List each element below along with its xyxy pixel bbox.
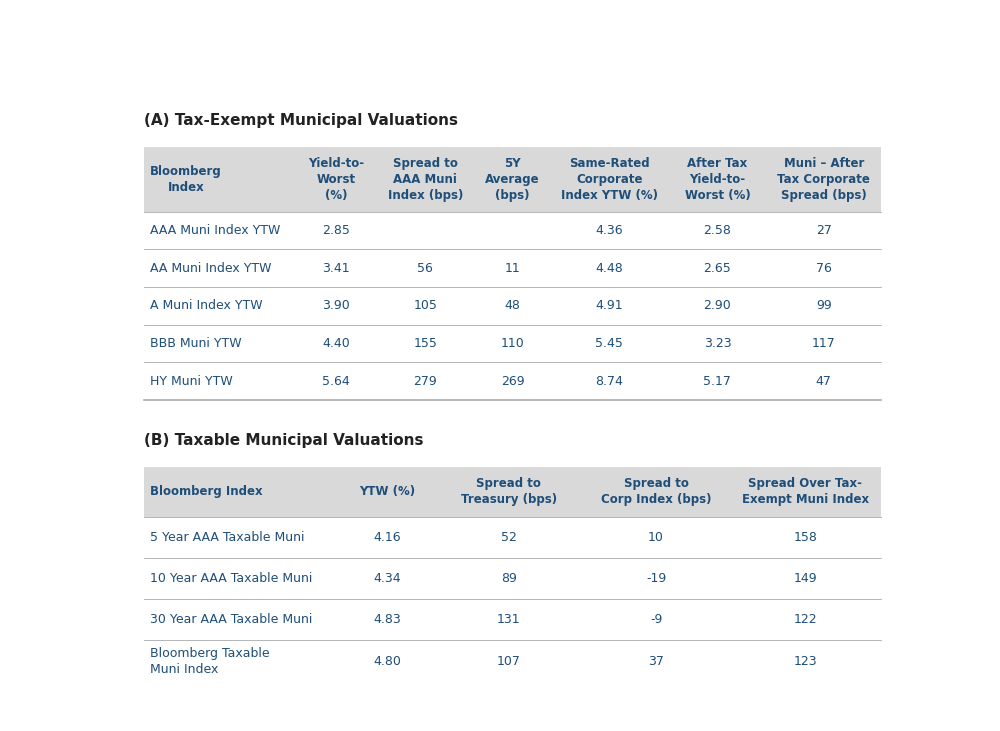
Text: 3.23: 3.23 [704, 337, 731, 350]
Text: AAA Muni Index YTW: AAA Muni Index YTW [150, 224, 281, 237]
Text: BBB Muni YTW: BBB Muni YTW [150, 337, 242, 350]
Text: Bloomberg Index: Bloomberg Index [150, 485, 263, 499]
Text: 2.85: 2.85 [322, 224, 350, 237]
Text: 30 Year AAA Taxable Muni: 30 Year AAA Taxable Muni [150, 613, 313, 626]
FancyBboxPatch shape [144, 466, 881, 518]
Text: 52: 52 [501, 531, 517, 545]
Text: 2.90: 2.90 [704, 299, 731, 312]
Text: AA Muni Index YTW: AA Muni Index YTW [150, 262, 272, 275]
Text: 2.58: 2.58 [703, 224, 731, 237]
Text: After Tax
Yield-to-
Worst (%): After Tax Yield-to- Worst (%) [685, 156, 750, 202]
Text: Muni – After
Tax Corporate
Spread (bps): Muni – After Tax Corporate Spread (bps) [777, 156, 870, 202]
Text: (A) Tax-Exempt Municipal Valuations: (A) Tax-Exempt Municipal Valuations [144, 113, 458, 128]
Text: YTW (%): YTW (%) [359, 485, 415, 499]
Text: Spread to
Treasury (bps): Spread to Treasury (bps) [461, 477, 557, 507]
Text: 4.83: 4.83 [373, 613, 401, 626]
Text: 4.48: 4.48 [595, 262, 623, 275]
Text: 76: 76 [816, 262, 832, 275]
Text: 99: 99 [816, 299, 832, 312]
Text: 4.40: 4.40 [322, 337, 350, 350]
Text: 4.80: 4.80 [373, 654, 401, 667]
Text: 4.36: 4.36 [595, 224, 623, 237]
Text: Yield-to-
Worst
(%): Yield-to- Worst (%) [308, 156, 364, 202]
Text: 107: 107 [497, 654, 521, 667]
Text: 5 Year AAA Taxable Muni: 5 Year AAA Taxable Muni [150, 531, 305, 545]
Text: 47: 47 [816, 375, 832, 387]
Text: 122: 122 [793, 613, 817, 626]
Text: 56: 56 [417, 262, 433, 275]
Text: 279: 279 [413, 375, 437, 387]
Text: Spread Over Tax-
Exempt Muni Index: Spread Over Tax- Exempt Muni Index [742, 477, 869, 507]
Text: HY Muni YTW: HY Muni YTW [150, 375, 233, 387]
Text: 3.41: 3.41 [322, 262, 350, 275]
Text: 158: 158 [793, 531, 817, 545]
Text: A Muni Index YTW: A Muni Index YTW [150, 299, 263, 312]
Text: 48: 48 [505, 299, 520, 312]
Text: -19: -19 [646, 572, 666, 586]
Text: Bloomberg Taxable
Muni Index: Bloomberg Taxable Muni Index [150, 646, 270, 675]
Text: 131: 131 [497, 613, 521, 626]
Text: 10: 10 [648, 531, 664, 545]
Text: -9: -9 [650, 613, 662, 626]
Text: 4.34: 4.34 [374, 572, 401, 586]
Text: 123: 123 [793, 654, 817, 667]
Text: 11: 11 [505, 262, 520, 275]
Text: 117: 117 [812, 337, 836, 350]
Text: Same-Rated
Corporate
Index YTW (%): Same-Rated Corporate Index YTW (%) [561, 156, 658, 202]
Text: 5.64: 5.64 [322, 375, 350, 387]
Text: 4.91: 4.91 [595, 299, 623, 312]
Text: 2.65: 2.65 [704, 262, 731, 275]
Text: 10 Year AAA Taxable Muni: 10 Year AAA Taxable Muni [150, 572, 313, 586]
Text: Spread to
Corp Index (bps): Spread to Corp Index (bps) [601, 477, 711, 507]
Text: 5.17: 5.17 [703, 375, 731, 387]
Text: Bloomberg
Index: Bloomberg Index [150, 164, 222, 194]
Text: 149: 149 [793, 572, 817, 586]
Text: 5Y
Average
(bps): 5Y Average (bps) [485, 156, 540, 202]
Text: 8.74: 8.74 [595, 375, 623, 387]
Text: 89: 89 [501, 572, 517, 586]
Text: 37: 37 [648, 654, 664, 667]
Text: 105: 105 [413, 299, 437, 312]
Text: 27: 27 [816, 224, 832, 237]
Text: 5.45: 5.45 [595, 337, 623, 350]
Text: 155: 155 [413, 337, 437, 350]
Text: 110: 110 [501, 337, 524, 350]
Text: 3.90: 3.90 [322, 299, 350, 312]
Text: (B) Taxable Municipal Valuations: (B) Taxable Municipal Valuations [144, 433, 424, 448]
Text: 4.16: 4.16 [374, 531, 401, 545]
Text: 269: 269 [501, 375, 524, 387]
Text: Spread to
AAA Muni
Index (bps): Spread to AAA Muni Index (bps) [388, 156, 463, 202]
FancyBboxPatch shape [144, 147, 881, 211]
